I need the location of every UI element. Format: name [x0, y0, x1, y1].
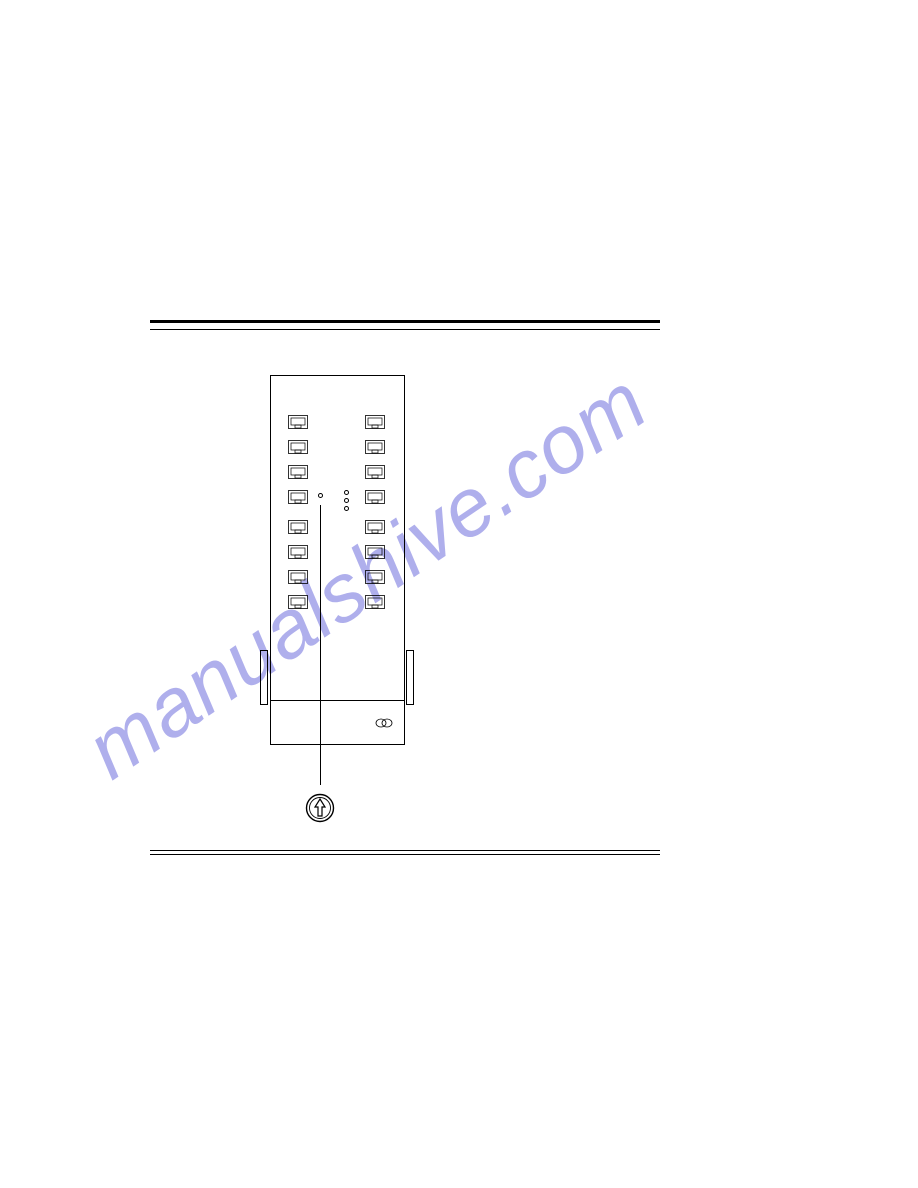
rj-port	[365, 545, 385, 559]
rj-port	[288, 465, 308, 479]
brand-mark-icon	[375, 715, 393, 725]
rj-port	[365, 595, 385, 609]
up-arrow-icon	[305, 793, 335, 823]
led-indicator	[344, 498, 349, 503]
rj-port	[288, 595, 308, 609]
rj-port	[288, 520, 308, 534]
rule-bottom-2	[150, 854, 660, 855]
mount-bracket-right	[406, 650, 414, 705]
led-indicator	[344, 506, 349, 511]
device-diagram	[270, 375, 550, 845]
rj-port	[288, 545, 308, 559]
rule-bottom-1	[150, 850, 660, 851]
mount-bracket-left	[260, 650, 268, 705]
rj-port	[288, 570, 308, 584]
rj-port	[365, 490, 385, 504]
rj-port	[365, 415, 385, 429]
rj-port	[365, 570, 385, 584]
rule-top-thick	[150, 320, 660, 323]
rj-port	[288, 490, 308, 504]
panel-divider	[270, 700, 405, 701]
content-region	[150, 320, 660, 855]
rj-port	[365, 465, 385, 479]
rule-top-thin	[150, 329, 660, 330]
rj-port	[288, 415, 308, 429]
rj-port	[365, 520, 385, 534]
alignment-line	[320, 505, 321, 785]
rj-port	[288, 440, 308, 454]
rj-port	[365, 440, 385, 454]
led-indicator	[318, 493, 323, 498]
led-indicator	[344, 490, 349, 495]
device-enclosure	[270, 375, 405, 745]
